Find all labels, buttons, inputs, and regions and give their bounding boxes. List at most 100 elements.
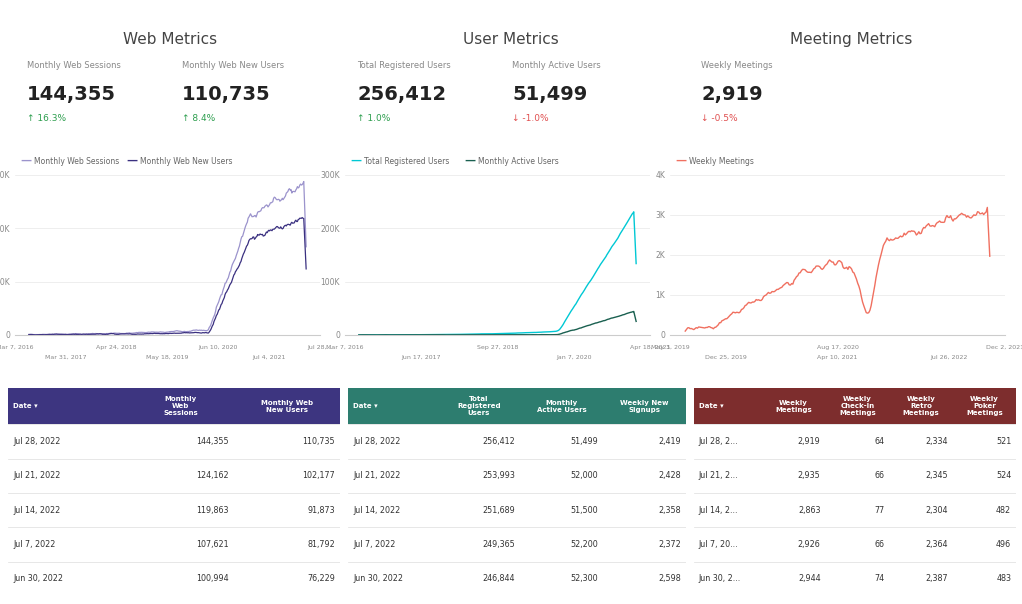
Text: ↑ 16.3%: ↑ 16.3% (27, 114, 66, 123)
Text: Total
Registered
Users: Total Registered Users (457, 396, 501, 416)
Text: 249,365: 249,365 (482, 540, 515, 549)
Text: Monthly Active Users: Monthly Active Users (512, 61, 601, 70)
Text: Apr 18, 2021: Apr 18, 2021 (630, 345, 670, 350)
FancyBboxPatch shape (826, 388, 889, 425)
Text: 124,162: 124,162 (196, 471, 229, 480)
Text: May 3, 2019: May 3, 2019 (651, 345, 690, 350)
Text: 2,334: 2,334 (926, 437, 948, 446)
Text: 2,364: 2,364 (926, 540, 948, 549)
Text: Mar 7, 2016: Mar 7, 2016 (326, 345, 364, 350)
Text: 2,919: 2,919 (701, 85, 763, 104)
Text: Jul 14, 2...: Jul 14, 2... (699, 506, 738, 515)
Text: Monthly Web
New Users: Monthly Web New Users (261, 400, 313, 413)
Text: 2,419: 2,419 (658, 437, 681, 446)
Text: 2,935: 2,935 (798, 471, 821, 480)
Text: 2,387: 2,387 (926, 574, 948, 583)
Text: 2,598: 2,598 (658, 574, 681, 583)
Text: ↓ -0.5%: ↓ -0.5% (701, 114, 738, 123)
Text: Monthly Web Sessions: Monthly Web Sessions (27, 61, 121, 70)
Text: 102,177: 102,177 (303, 471, 335, 480)
Text: Weekly Meetings: Weekly Meetings (701, 61, 773, 70)
Text: 2,304: 2,304 (926, 506, 948, 515)
Text: 256,412: 256,412 (357, 85, 447, 104)
Text: Aug 17, 2020: Aug 17, 2020 (817, 345, 858, 350)
Text: 51,499: 51,499 (512, 85, 588, 104)
Text: —: — (675, 156, 686, 166)
Text: —: — (20, 156, 31, 166)
Text: 521: 521 (995, 437, 1011, 446)
Text: Jun 10, 2020: Jun 10, 2020 (198, 345, 238, 350)
Text: 2,345: 2,345 (926, 471, 948, 480)
Text: Date ▾: Date ▾ (13, 403, 38, 409)
Text: Jun 30, 2022: Jun 30, 2022 (353, 574, 403, 583)
Text: Web Metrics: Web Metrics (123, 32, 217, 47)
Text: Total Registered Users: Total Registered Users (364, 156, 450, 165)
Text: Jul 21, 2...: Jul 21, 2... (699, 471, 739, 480)
Text: 2,358: 2,358 (658, 506, 681, 515)
Text: Weekly Meetings: Weekly Meetings (689, 156, 754, 165)
Text: 251,689: 251,689 (482, 506, 515, 515)
Text: Mar 31, 2017: Mar 31, 2017 (45, 355, 87, 360)
Text: 524: 524 (995, 471, 1011, 480)
Text: 52,300: 52,300 (570, 574, 598, 583)
Text: Jul 4, 2021: Jul 4, 2021 (252, 355, 286, 360)
Text: —: — (126, 156, 137, 166)
Text: Jun 30, 2...: Jun 30, 2... (699, 574, 741, 583)
Text: 253,993: 253,993 (482, 471, 515, 480)
Text: Date ▾: Date ▾ (353, 403, 378, 409)
Text: Dec 2, 2021: Dec 2, 2021 (986, 345, 1022, 350)
Text: Weekly New
Signups: Weekly New Signups (620, 400, 668, 413)
Text: Mar 7, 2016: Mar 7, 2016 (0, 345, 34, 350)
Text: Jul 26, 2022: Jul 26, 2022 (930, 355, 968, 360)
Text: Monthly Web New Users: Monthly Web New Users (182, 61, 284, 70)
Text: Jul 28,...: Jul 28,... (308, 345, 333, 350)
Text: Meeting Metrics: Meeting Metrics (790, 32, 913, 47)
Text: 76,229: 76,229 (308, 574, 335, 583)
Text: Jul 7, 2022: Jul 7, 2022 (353, 540, 396, 549)
Text: 110,735: 110,735 (303, 437, 335, 446)
Text: 81,792: 81,792 (308, 540, 335, 549)
Text: Dec 25, 2019: Dec 25, 2019 (705, 355, 747, 360)
Text: 77: 77 (874, 506, 884, 515)
FancyBboxPatch shape (761, 388, 826, 425)
Text: 144,355: 144,355 (27, 85, 117, 104)
FancyBboxPatch shape (8, 388, 128, 425)
Text: ↑ 8.4%: ↑ 8.4% (182, 114, 216, 123)
Text: 2,863: 2,863 (798, 506, 821, 515)
FancyBboxPatch shape (520, 388, 603, 425)
Text: 51,499: 51,499 (570, 437, 598, 446)
Text: 107,621: 107,621 (196, 540, 229, 549)
FancyBboxPatch shape (234, 388, 340, 425)
Text: Jul 21, 2022: Jul 21, 2022 (13, 471, 60, 480)
Text: Weekly
Poker
Meetings: Weekly Poker Meetings (966, 396, 1003, 416)
Text: 256,412: 256,412 (482, 437, 515, 446)
Text: Jul 14, 2022: Jul 14, 2022 (353, 506, 401, 515)
Text: 496: 496 (996, 540, 1011, 549)
Text: Jul 21, 2022: Jul 21, 2022 (353, 471, 401, 480)
Text: 2,372: 2,372 (658, 540, 681, 549)
Text: Jun 30, 2022: Jun 30, 2022 (13, 574, 63, 583)
Text: 119,863: 119,863 (196, 506, 229, 515)
Text: 246,844: 246,844 (482, 574, 515, 583)
Text: 66: 66 (874, 471, 884, 480)
FancyBboxPatch shape (694, 388, 761, 425)
Text: 2,919: 2,919 (798, 437, 821, 446)
Text: Jul 28, 2022: Jul 28, 2022 (353, 437, 401, 446)
Text: 482: 482 (996, 506, 1011, 515)
Text: Monthly Web New Users: Monthly Web New Users (140, 156, 232, 165)
Text: Jul 7, 2022: Jul 7, 2022 (13, 540, 55, 549)
Text: Jul 28, 2022: Jul 28, 2022 (13, 437, 60, 446)
Text: 2,428: 2,428 (658, 471, 681, 480)
Text: Monthly
Web
Sessions: Monthly Web Sessions (164, 396, 198, 416)
Text: 64: 64 (874, 437, 884, 446)
Text: Monthly Active Users: Monthly Active Users (478, 156, 559, 165)
Text: Jan 7, 2020: Jan 7, 2020 (556, 355, 592, 360)
FancyBboxPatch shape (603, 388, 686, 425)
FancyBboxPatch shape (437, 388, 520, 425)
FancyBboxPatch shape (889, 388, 953, 425)
Text: Weekly
Check-In
Meetings: Weekly Check-In Meetings (839, 396, 876, 416)
Text: Jul 28, 2...: Jul 28, 2... (699, 437, 739, 446)
Text: 144,355: 144,355 (196, 437, 229, 446)
Text: Jul 7, 20...: Jul 7, 20... (699, 540, 739, 549)
Text: ↑ 1.0%: ↑ 1.0% (357, 114, 390, 123)
